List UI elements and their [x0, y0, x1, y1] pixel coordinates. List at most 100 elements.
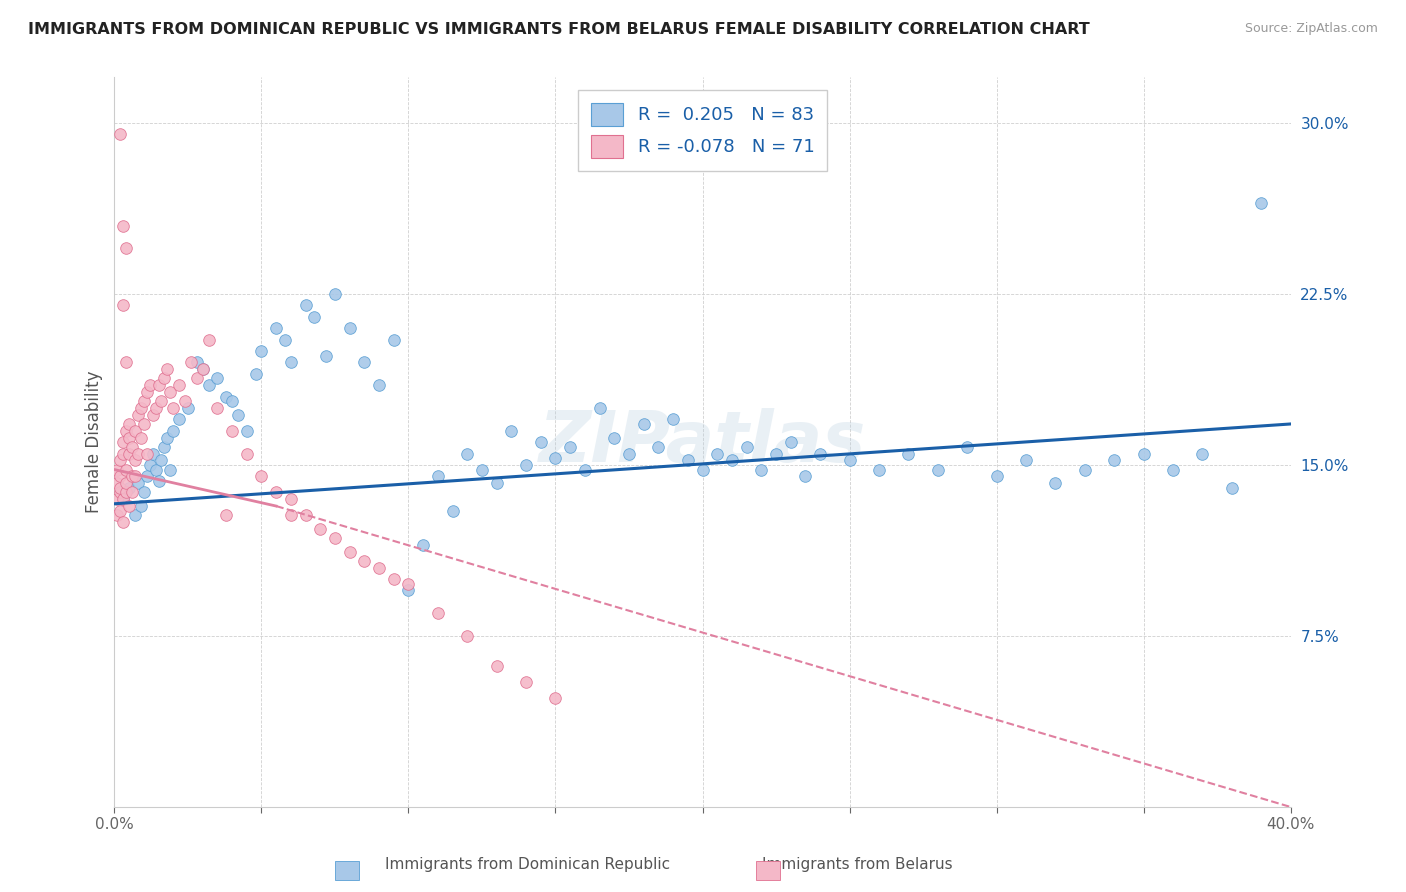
Point	[112, 492, 135, 507]
Point	[142, 447, 165, 461]
Point	[1074, 462, 1097, 476]
Point	[456, 447, 478, 461]
Point	[124, 508, 146, 523]
Point	[105, 492, 128, 507]
Point	[221, 394, 243, 409]
Text: Immigrants from Dominican Republic: Immigrants from Dominican Republic	[385, 857, 669, 872]
Point	[574, 462, 596, 476]
Point	[207, 401, 229, 415]
Point	[323, 287, 346, 301]
Point	[105, 476, 128, 491]
Point	[515, 674, 537, 689]
Point	[118, 481, 141, 495]
Point	[148, 378, 170, 392]
Point	[426, 469, 449, 483]
Point	[115, 424, 138, 438]
Point	[115, 462, 138, 476]
Point	[167, 412, 190, 426]
Point	[197, 333, 219, 347]
Point	[150, 453, 173, 467]
Point	[135, 385, 157, 400]
Point	[647, 440, 669, 454]
Point	[159, 385, 181, 400]
Point	[162, 424, 184, 438]
Point	[274, 333, 297, 347]
Point	[603, 431, 626, 445]
Point	[127, 476, 149, 491]
Point	[250, 469, 273, 483]
Point	[235, 447, 257, 461]
Point	[1161, 462, 1184, 476]
Point	[124, 469, 146, 483]
Point	[692, 462, 714, 476]
Point	[156, 362, 179, 376]
Point	[838, 453, 860, 467]
Point	[1191, 447, 1213, 461]
Point	[115, 485, 138, 500]
Point	[485, 476, 508, 491]
Point	[735, 440, 758, 454]
Point	[180, 355, 202, 369]
Point	[142, 408, 165, 422]
Point	[197, 378, 219, 392]
Point	[221, 424, 243, 438]
Point	[544, 690, 567, 705]
Point	[235, 424, 257, 438]
Point	[215, 390, 238, 404]
Point	[156, 431, 179, 445]
Point	[145, 462, 167, 476]
Point	[135, 447, 157, 461]
Point	[1220, 481, 1243, 495]
Point	[304, 310, 326, 324]
Point	[112, 492, 135, 507]
Point	[309, 522, 332, 536]
Point	[280, 508, 302, 523]
Point	[124, 424, 146, 438]
Point	[368, 378, 391, 392]
Point	[294, 298, 316, 312]
Point	[115, 355, 138, 369]
Point	[129, 401, 152, 415]
Point	[339, 544, 361, 558]
Legend: R =  0.205   N = 83, R = -0.078   N = 71: R = 0.205 N = 83, R = -0.078 N = 71	[578, 90, 827, 171]
Y-axis label: Female Disability: Female Disability	[86, 371, 103, 514]
Text: Source: ZipAtlas.com: Source: ZipAtlas.com	[1244, 22, 1378, 36]
Point	[956, 440, 979, 454]
Point	[153, 371, 176, 385]
Point	[162, 401, 184, 415]
Point	[633, 417, 655, 431]
Point	[153, 440, 176, 454]
Point	[132, 485, 155, 500]
Point	[1102, 453, 1125, 467]
Point	[1132, 447, 1154, 461]
Point	[986, 469, 1008, 483]
Point	[441, 503, 464, 517]
Point	[250, 344, 273, 359]
Point	[1045, 476, 1067, 491]
Point	[132, 417, 155, 431]
Point	[749, 462, 772, 476]
Point	[868, 462, 890, 476]
Point	[129, 431, 152, 445]
Point	[1015, 453, 1038, 467]
Point	[105, 462, 128, 476]
Point	[426, 606, 449, 620]
Point	[676, 453, 699, 467]
Point	[105, 508, 128, 523]
Point	[124, 453, 146, 467]
Point	[110, 128, 132, 142]
Point	[456, 629, 478, 643]
Point	[191, 362, 214, 376]
Point	[398, 583, 420, 598]
Text: ZIPatlas: ZIPatlas	[538, 408, 866, 476]
Point	[368, 560, 391, 574]
Point	[1250, 195, 1272, 210]
Point	[177, 401, 200, 415]
Text: Immigrants from Belarus: Immigrants from Belarus	[762, 857, 953, 872]
Point	[110, 503, 132, 517]
Point	[148, 474, 170, 488]
Point	[398, 576, 420, 591]
Point	[132, 394, 155, 409]
Point	[315, 349, 337, 363]
Point	[121, 469, 143, 483]
